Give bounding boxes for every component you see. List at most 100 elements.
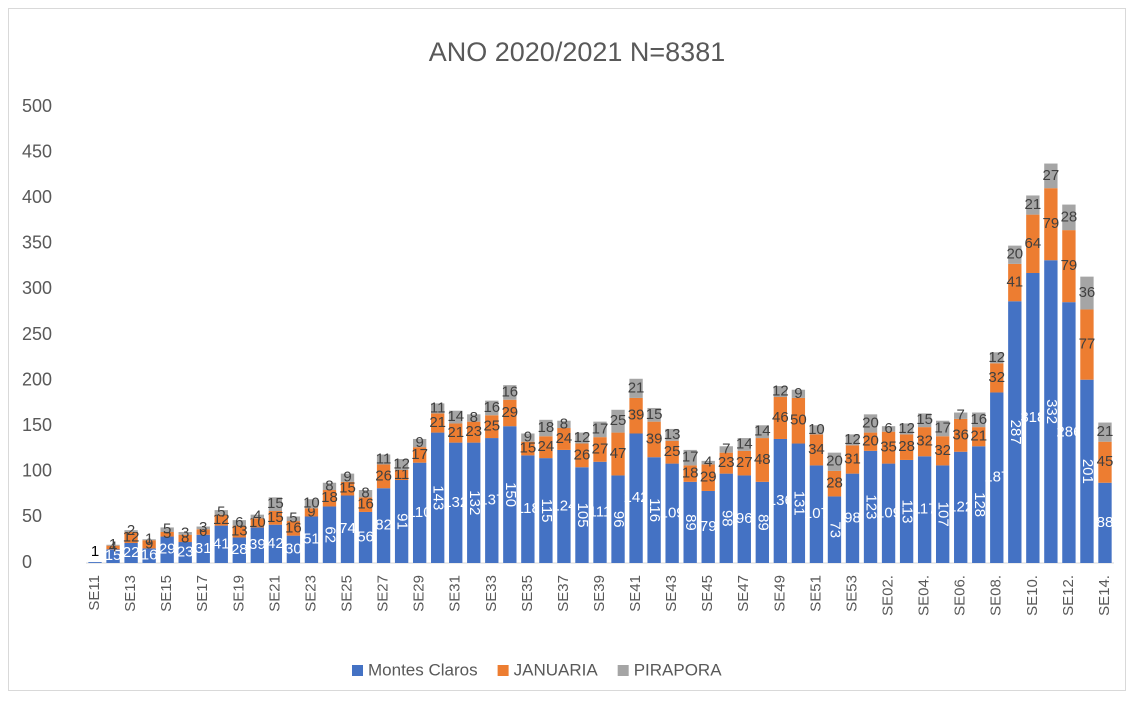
bar-segment <box>557 449 571 563</box>
bar-segment <box>394 459 409 470</box>
bar-segment <box>647 457 661 563</box>
data-label: 32 <box>934 442 951 459</box>
data-label: 9 <box>415 434 423 451</box>
y-tick-label: 400 <box>22 187 52 207</box>
bar-segment <box>809 425 824 435</box>
legend-label: PIRAPORA <box>634 660 723 679</box>
data-label: 18 <box>538 419 555 436</box>
x-tick-label: SE43 <box>663 575 680 612</box>
bar-segment <box>178 534 192 543</box>
data-label: 2 <box>127 522 135 539</box>
data-label: 105 <box>574 503 591 528</box>
bar-segment <box>196 534 210 563</box>
bar-segment <box>701 464 715 491</box>
data-label: 6 <box>884 420 892 437</box>
bar-segment <box>593 421 607 438</box>
data-label: 111 <box>589 503 612 520</box>
data-label: 110 <box>408 504 432 521</box>
data-label: 20 <box>862 433 879 450</box>
bar-segment <box>160 536 174 563</box>
bar-segment <box>917 456 932 563</box>
bar-segment <box>737 450 751 476</box>
data-label: 113 <box>899 500 916 524</box>
bar-segment <box>755 438 769 482</box>
data-label: 73 <box>826 521 843 538</box>
bar-segment <box>1008 263 1022 302</box>
bar-segment <box>232 525 246 538</box>
bar-segment <box>719 452 733 474</box>
bar-segment <box>611 475 625 563</box>
x-tick-label: SE49 <box>771 575 788 612</box>
bar-segment <box>791 389 806 398</box>
data-label: 74 <box>339 520 356 537</box>
bar-segment <box>1062 204 1076 231</box>
data-label: 8 <box>361 485 369 502</box>
data-label: 15 <box>267 495 284 512</box>
bar-segment <box>467 442 481 563</box>
data-label: 9 <box>794 385 802 402</box>
bar-segment <box>232 537 246 563</box>
bar-segment <box>827 470 842 497</box>
data-label: 14 <box>447 408 464 425</box>
x-tick-label: SE19 <box>230 575 247 612</box>
bar-segment <box>647 407 661 422</box>
data-label: 318 <box>1020 409 1045 426</box>
data-label: 13 <box>664 426 681 443</box>
data-label: 136 <box>768 492 793 509</box>
data-label: 1 <box>91 543 99 560</box>
data-label: 7 <box>957 407 965 424</box>
bar-segment <box>665 428 679 441</box>
bar-segment <box>160 531 174 537</box>
data-label: 96 <box>610 511 627 528</box>
data-label: 8 <box>325 477 333 494</box>
data-label: 15 <box>646 406 663 423</box>
data-label: 20 <box>1006 246 1023 263</box>
bar-segment <box>449 442 463 563</box>
x-tick-label: SE47 <box>735 575 752 612</box>
data-label: 16 <box>285 519 302 536</box>
x-tick-label: SE14. <box>1096 575 1113 616</box>
bar-segment <box>773 438 788 563</box>
bar-segment <box>268 497 283 512</box>
data-label: 287 <box>1007 420 1024 445</box>
data-label: 9 <box>343 469 351 486</box>
bar-segment <box>358 497 373 512</box>
bar-segment <box>124 530 138 532</box>
data-label: 23 <box>718 454 735 471</box>
bar-segment <box>1062 302 1076 563</box>
bar-segment <box>773 386 788 398</box>
bar-segment <box>1008 245 1022 264</box>
bar-segment <box>899 459 914 563</box>
data-label: 17 <box>592 420 609 437</box>
bar-segment <box>809 465 824 563</box>
data-label: 4 <box>253 507 261 524</box>
x-tick-label: SE25 <box>338 575 355 612</box>
y-tick-label: 450 <box>22 141 52 161</box>
data-label: 286 <box>1056 424 1081 441</box>
data-label: 15 <box>105 547 122 564</box>
bar-segment <box>412 438 427 448</box>
bar-segment <box>485 438 499 563</box>
data-label: 12 <box>574 429 591 446</box>
data-label: 48 <box>754 451 771 468</box>
bar-segment <box>467 414 481 422</box>
data-label: 109 <box>660 504 685 521</box>
data-label: 22 <box>123 544 140 561</box>
bar-segment <box>1080 276 1094 310</box>
data-label: 31 <box>844 450 861 467</box>
data-label: 21 <box>1024 196 1041 213</box>
bar-segment <box>1098 422 1112 442</box>
bar-segment <box>899 423 914 435</box>
data-label: 27 <box>592 440 609 457</box>
data-label: 5 <box>217 503 225 520</box>
data-label: 6 <box>235 514 243 531</box>
y-tick-label: 0 <box>22 552 32 572</box>
bar-segment <box>250 527 265 563</box>
data-label: 201 <box>1079 459 1096 484</box>
bar-segment <box>629 397 643 434</box>
data-label: 32 <box>988 369 1005 386</box>
x-tick-label: SE13 <box>122 575 139 612</box>
bar-segment <box>683 465 697 482</box>
bar-segment <box>845 445 860 474</box>
data-label: 26 <box>574 446 591 463</box>
